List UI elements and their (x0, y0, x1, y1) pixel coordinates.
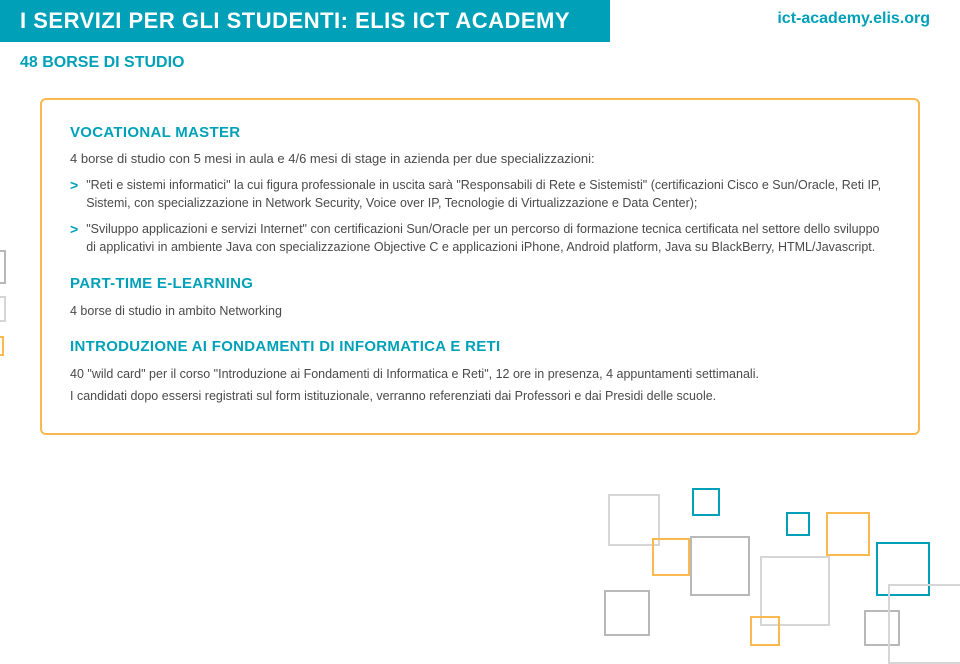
sub-header: 48 BORSE DI STUDIO (0, 42, 960, 90)
bullet-row: > "Reti e sistemi informatici" la cui fi… (70, 176, 890, 212)
left-edge-deco (0, 250, 8, 410)
part-time-text: 4 borse di studio in ambito Networking (70, 302, 890, 320)
bullet-row: > "Sviluppo applicazioni e servizi Inter… (70, 220, 890, 256)
vocational-intro: 4 borse di studio con 5 mesi in aula e 4… (70, 151, 890, 166)
vocational-title: VOCATIONAL MASTER (70, 124, 890, 141)
part-time-title: PART-TIME E-LEARNING (70, 275, 890, 292)
header-url: ict-academy.elis.org (777, 10, 930, 28)
bullet-text: "Reti e sistemi informatici" la cui figu… (86, 176, 890, 212)
header-title: I SERVIZI PER GLI STUDENTI: ELIS ICT ACA… (20, 8, 570, 34)
bullet-text: "Sviluppo applicazioni e servizi Interne… (86, 220, 890, 256)
header-bar: I SERVIZI PER GLI STUDENTI: ELIS ICT ACA… (0, 0, 610, 42)
fondamenti-title: INTRODUZIONE AI FONDAMENTI DI INFORMATIC… (70, 338, 890, 355)
fondamenti-line1: 40 "wild card" per il corso "Introduzion… (70, 365, 890, 383)
part-time-section: PART-TIME E-LEARNING 4 borse di studio i… (70, 275, 890, 320)
bullet-marker-icon: > (70, 176, 78, 196)
bullet-marker-icon: > (70, 220, 78, 240)
fondamenti-line2: I candidati dopo essersi registrati sul … (70, 387, 890, 405)
decorative-squares (540, 436, 960, 656)
content-box: VOCATIONAL MASTER 4 borse di studio con … (40, 98, 920, 435)
fondamenti-section: INTRODUZIONE AI FONDAMENTI DI INFORMATIC… (70, 338, 890, 405)
